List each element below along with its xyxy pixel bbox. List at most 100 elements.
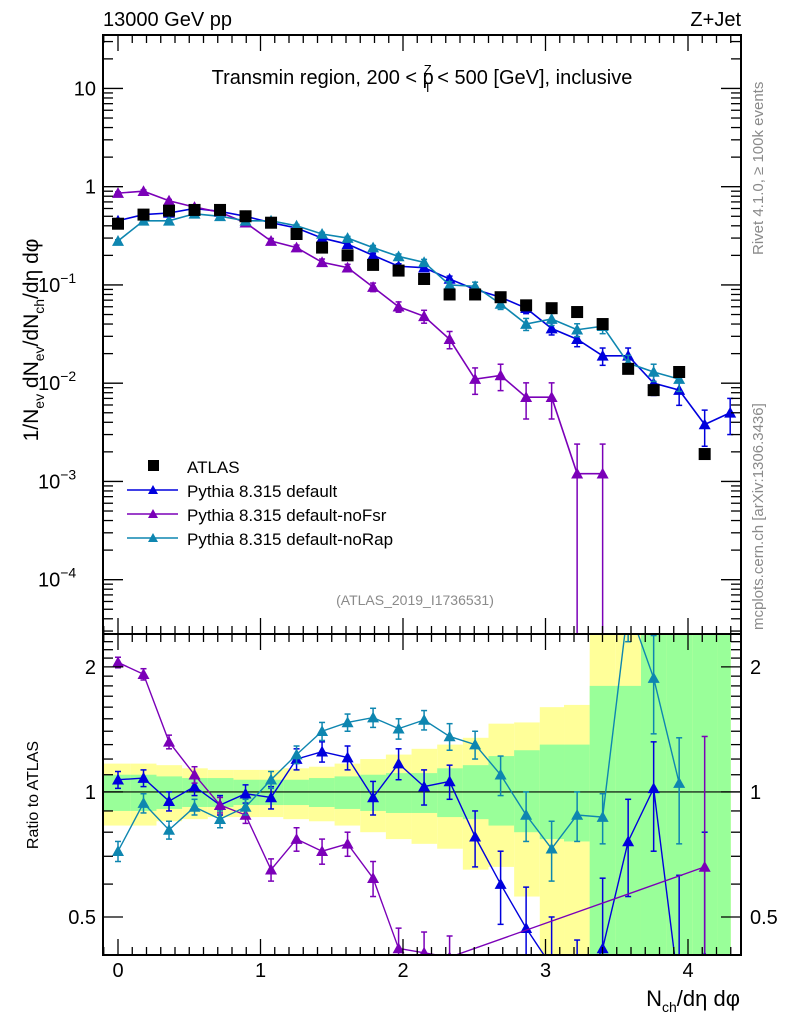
ratio-y-tick-label-left: 0.5 (68, 907, 96, 929)
ratio-data-point (367, 872, 380, 883)
data-point (673, 365, 686, 378)
ratio-data-point (596, 811, 609, 822)
ratio-data-point (163, 823, 176, 835)
data-point (367, 281, 380, 292)
data-point (443, 333, 456, 345)
data-point (647, 365, 660, 377)
ratio-data-point (341, 751, 354, 763)
ratio-data-point (443, 775, 456, 787)
data-point (571, 323, 584, 335)
header-left: 13000 GeV pp (103, 9, 232, 31)
data-point (112, 217, 124, 230)
main-y-tick-label: 10−4 (38, 565, 76, 592)
legend-label: Pythia 8.315 default-noRap (187, 530, 393, 549)
data-point (392, 250, 405, 262)
band-stat-segment (334, 776, 361, 809)
ratio-data-point (112, 773, 124, 785)
ratio-series-pythia-8-315-default-norap (112, 634, 686, 882)
ratio-data-point (316, 745, 329, 757)
data-point (316, 256, 329, 268)
ratio-series-pythia-8-315-default (112, 741, 708, 1002)
series-atlas (112, 203, 711, 461)
data-point (265, 216, 278, 229)
data-point (341, 232, 354, 243)
data-point (367, 249, 380, 261)
legend-item: Pythia 8.315 default-noFsr (127, 506, 387, 525)
series-pythia-8-315-default (112, 202, 737, 448)
main-y-tick-labels: 10 1 10−1 10−2 10−3 10−4 (38, 78, 96, 591)
x-tick-labels: 0 1 2 3 4 (112, 960, 693, 982)
data-point (316, 228, 329, 239)
series-pythia-8-315-default-nofsr (112, 185, 609, 634)
data-point (494, 291, 507, 304)
main-y-tick-label: 10 (74, 78, 96, 100)
ratio-uncertainty-bands (103, 634, 731, 955)
ratio-data-point (265, 791, 278, 803)
legend-square-icon (148, 460, 159, 471)
series-line (117, 212, 680, 380)
x-tick-label: 4 (682, 960, 693, 982)
data-point (418, 256, 431, 268)
data-point (520, 318, 533, 329)
ratio-data-point (316, 725, 329, 737)
ratio-data-point (137, 772, 150, 783)
data-point (265, 235, 278, 246)
x-axis-label: Nch/dη dφ (646, 986, 740, 1015)
ratio-data-point (698, 860, 711, 872)
data-point (698, 418, 711, 430)
data-point (647, 384, 660, 397)
band-stat-segment (717, 634, 731, 955)
data-point (290, 219, 303, 231)
data-point (520, 391, 533, 403)
legend-label: Pythia 8.315 default-noFsr (187, 506, 387, 525)
data-point (520, 299, 533, 312)
axis-ticks (103, 35, 741, 955)
ratio-data-point (392, 722, 405, 734)
ratio-data-point (545, 842, 558, 854)
ratio-data-point (419, 946, 429, 955)
analysis-id-label: (ATLAS_2019_I1736531) (336, 592, 494, 608)
data-point (163, 214, 176, 226)
ratio-data-point (163, 795, 176, 806)
ratio-data-point (418, 713, 431, 725)
data-point (596, 467, 609, 479)
header-right: Z+Jet (690, 9, 741, 31)
series-line (117, 190, 603, 475)
ratio-data-point (188, 780, 201, 792)
ratio-y-tick-label-right: 0.5 (750, 907, 778, 929)
x-tick-label: 3 (540, 960, 551, 982)
data-point (367, 241, 380, 253)
ratio-data-point (571, 991, 583, 1002)
ratio-data-point (469, 738, 482, 750)
rivet-label: Rivet 4.1.0, ≥ 100k events (750, 82, 767, 255)
data-point (698, 448, 711, 461)
data-point (571, 306, 584, 319)
data-point (214, 203, 227, 216)
data-point (418, 310, 431, 322)
ratio-data-point (622, 835, 635, 847)
data-point (341, 238, 354, 249)
ratio-data-point (341, 716, 354, 728)
data-point (545, 302, 558, 315)
ratio-data-point (494, 878, 507, 889)
ratio-plot-frame (102, 633, 742, 956)
data-point (724, 406, 737, 418)
data-point (494, 297, 507, 309)
ratio-data-point (392, 757, 405, 769)
main-y-axis-label: 1/Nev dNev/dNch/dη dφ (20, 239, 47, 442)
main-y-tick-label: 10−1 (38, 270, 76, 297)
ratio-y-tick-label-right: 2 (750, 657, 761, 679)
data-point (239, 210, 252, 223)
ratio-data-point (647, 672, 660, 683)
legend-item: ATLAS (148, 458, 240, 477)
x-tick-label: 0 (112, 960, 123, 982)
ratio-data-point (520, 809, 533, 820)
series-pythia-8-315-default-norap (112, 207, 686, 393)
data-point (188, 203, 201, 216)
ratio-y-tick-label-left: 2 (85, 657, 96, 679)
data-point (137, 208, 150, 221)
mcplots-label: mcplots.cern.ch [arXiv:1306.3436] (750, 403, 767, 630)
ratio-data-point (163, 735, 176, 747)
legend-item: Pythia 8.315 default-noRap (127, 530, 393, 549)
ratio-data-point (571, 809, 584, 820)
